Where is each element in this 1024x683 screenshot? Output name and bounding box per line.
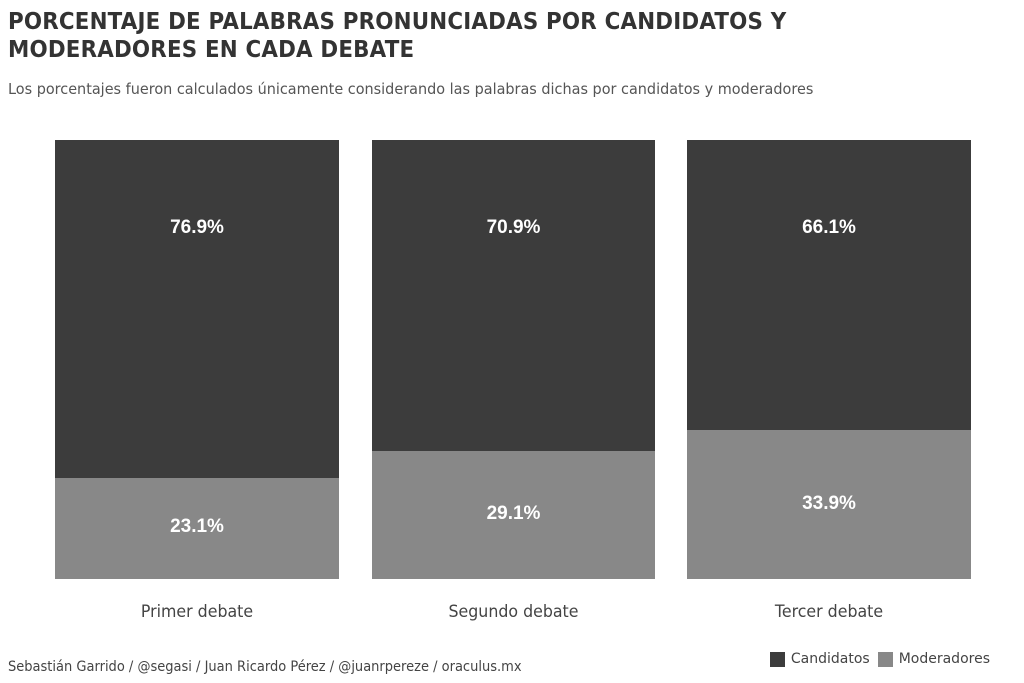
bar-segundo-debate: 70.9% 29.1% (372, 140, 655, 579)
x-tick-label-segundo-debate: Segundo debate (448, 602, 579, 622)
legend-label-moderadores: Moderadores (898, 651, 990, 667)
value-label-candidatos: 66.1% (802, 217, 856, 238)
value-label-moderadores: 33.9% (802, 492, 856, 514)
value-label-candidatos: 76.9% (170, 217, 224, 238)
bar-primer-debate: 76.9% 23.1% (55, 140, 339, 579)
legend-item-candidatos: Candidatos (769, 651, 870, 667)
x-tick-label-tercer-debate: Tercer debate (774, 602, 884, 622)
plot-area: 76.9% 23.1% 70.9% 29.1% 66.1% 33.9% (0, 140, 1024, 579)
segment-candidatos: 70.9% (372, 140, 655, 452)
value-label-candidatos: 70.9% (486, 217, 541, 238)
segment-moderadores: 23.1% (55, 477, 339, 579)
value-label-moderadores: 29.1% (486, 503, 541, 525)
chart-title: PORCENTAJE DE PALABRAS PRONUNCIADAS POR … (8, 9, 787, 63)
legend-item-moderadores: Moderadores (877, 651, 990, 667)
segment-moderadores: 33.9% (687, 430, 971, 579)
legend-swatch-moderadores (877, 651, 893, 667)
source-caption: Sebastián Garrido / @segasi / Juan Ricar… (8, 659, 522, 675)
value-label-moderadores: 23.1% (170, 516, 224, 538)
segment-candidatos: 76.9% (55, 140, 339, 478)
chart-subtitle: Los porcentajes fueron calculados únicam… (8, 80, 814, 98)
segment-moderadores: 29.1% (372, 451, 655, 579)
legend-swatch-candidatos (769, 651, 785, 667)
legend: Candidatos Moderadores (769, 651, 990, 667)
legend-label-candidatos: Candidatos (790, 651, 870, 667)
bar-tercer-debate: 66.1% 33.9% (687, 140, 971, 579)
x-tick-label-primer-debate: Primer debate (140, 602, 254, 622)
segment-candidatos: 66.1% (687, 140, 971, 431)
